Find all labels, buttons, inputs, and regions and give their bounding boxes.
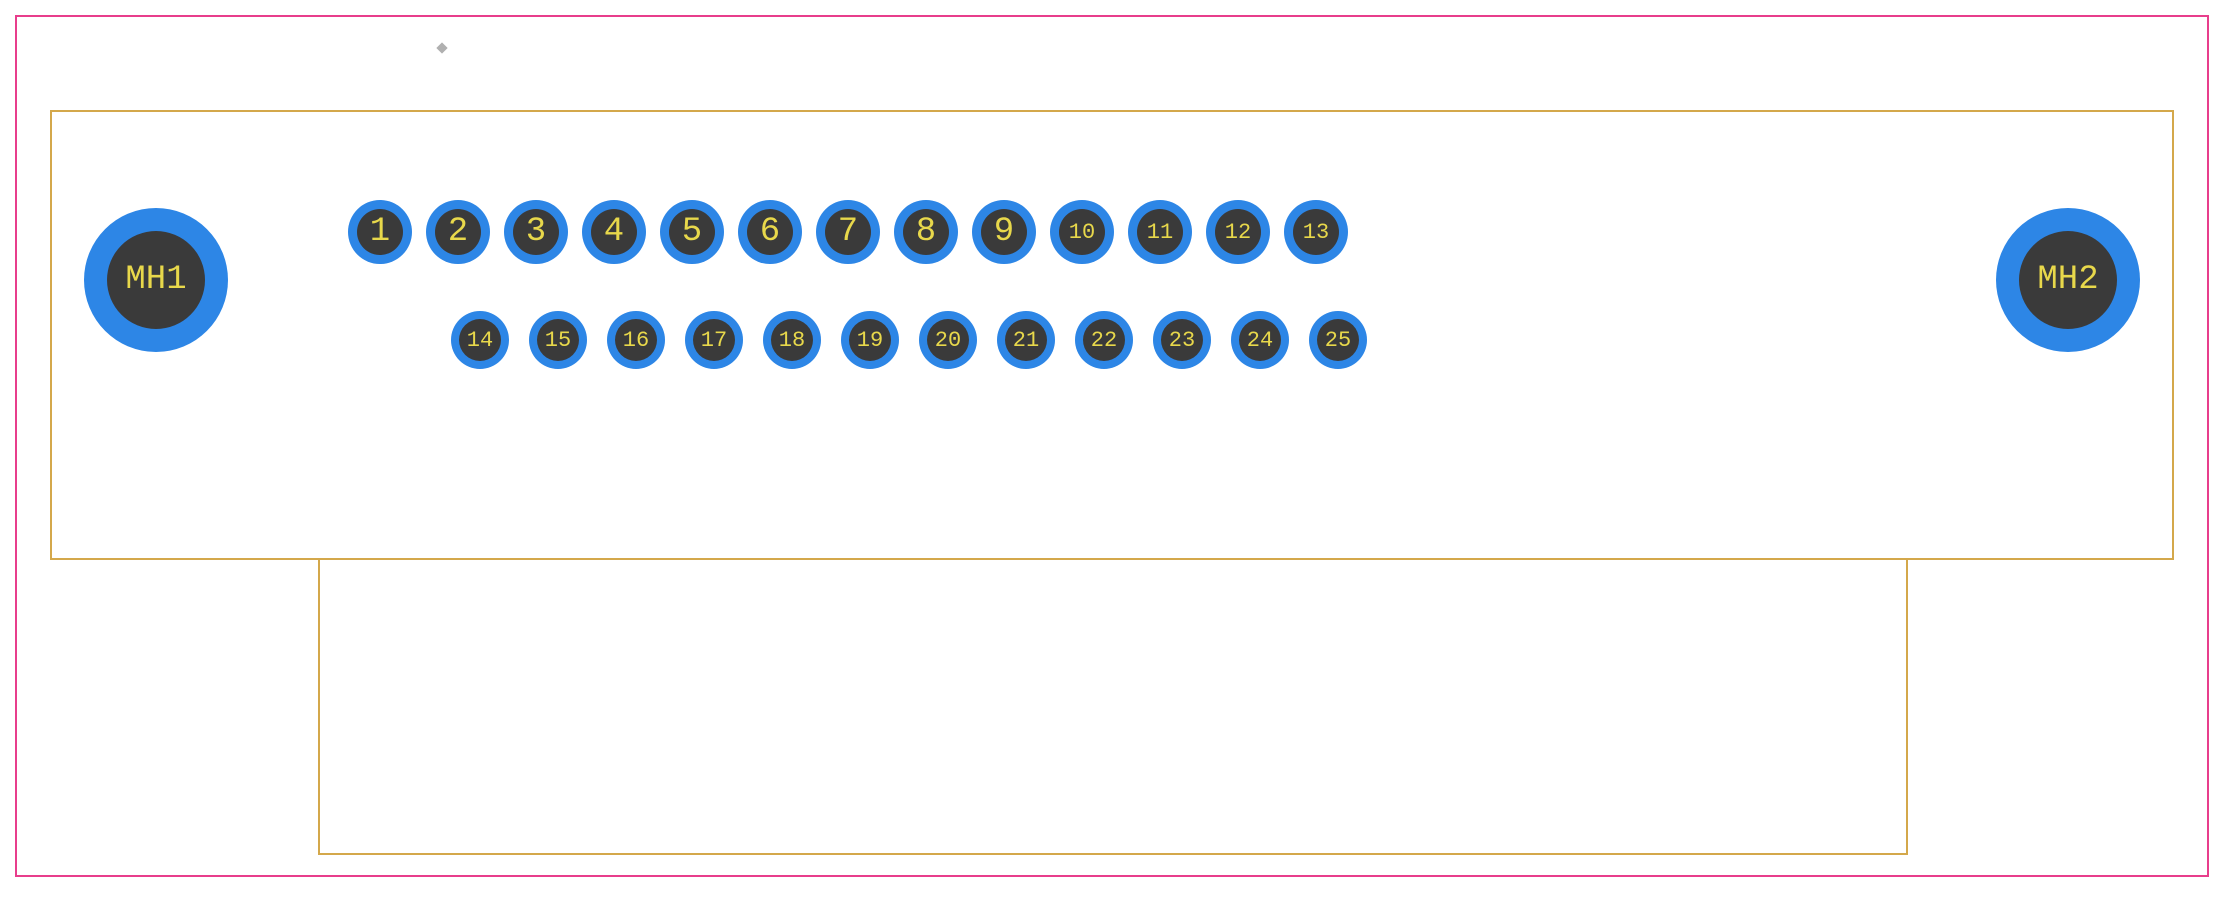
pin-1-hole: 1 (357, 209, 403, 255)
mounting-hole-mh1-hole: MH1 (107, 231, 205, 329)
pin-4-hole: 4 (591, 209, 637, 255)
pin-22-hole: 22 (1083, 319, 1125, 361)
pin-25: 25 (1309, 311, 1367, 369)
pin-16-label: 16 (623, 328, 649, 353)
pin-8-hole: 8 (903, 209, 949, 255)
pin-12-label: 12 (1225, 220, 1251, 245)
pin-5-label: 5 (682, 213, 702, 251)
pin-9-hole: 9 (981, 209, 1027, 255)
pin-16-hole: 16 (615, 319, 657, 361)
pin-17: 17 (685, 311, 743, 369)
pin-14: 14 (451, 311, 509, 369)
pin-5-hole: 5 (669, 209, 715, 255)
pin-17-label: 17 (701, 328, 727, 353)
pin-25-hole: 25 (1317, 319, 1359, 361)
pin-13-label: 13 (1303, 220, 1329, 245)
pin-2: 2 (426, 200, 490, 264)
pin-20: 20 (919, 311, 977, 369)
pin-5: 5 (660, 200, 724, 264)
pin-11-label: 11 (1147, 220, 1173, 245)
pin-4-label: 4 (604, 213, 624, 251)
pin-8: 8 (894, 200, 958, 264)
pin-2-label: 2 (448, 213, 468, 251)
pin-14-label: 14 (467, 328, 493, 353)
pin-3: 3 (504, 200, 568, 264)
pin-20-label: 20 (935, 328, 961, 353)
pin-16: 16 (607, 311, 665, 369)
pin-7-label: 7 (838, 213, 858, 251)
pin-3-label: 3 (526, 213, 546, 251)
pin-9-label: 9 (994, 213, 1014, 251)
pin-8-label: 8 (916, 213, 936, 251)
pin-19: 19 (841, 311, 899, 369)
pin-15: 15 (529, 311, 587, 369)
pin-3-hole: 3 (513, 209, 559, 255)
pin-1: 1 (348, 200, 412, 264)
pin-12: 12 (1206, 200, 1270, 264)
pin-23: 23 (1153, 311, 1211, 369)
pin-2-hole: 2 (435, 209, 481, 255)
mounting-hole-mh1-label: MH1 (125, 261, 186, 299)
pin-22-label: 22 (1091, 328, 1117, 353)
mounting-hole-mh2-label: MH2 (2037, 261, 2098, 299)
pin-22: 22 (1075, 311, 1133, 369)
pin-19-label: 19 (857, 328, 883, 353)
pin-7-hole: 7 (825, 209, 871, 255)
mounting-hole-mh2-hole: MH2 (2019, 231, 2117, 329)
pin-13: 13 (1284, 200, 1348, 264)
mounting-hole-mh2: MH2 (1996, 208, 2140, 352)
pin-15-hole: 15 (537, 319, 579, 361)
mounting-hole-mh1: MH1 (84, 208, 228, 352)
pin-10-label: 10 (1069, 220, 1095, 245)
pin-21-label: 21 (1013, 328, 1039, 353)
pin-18: 18 (763, 311, 821, 369)
pin-17-hole: 17 (693, 319, 735, 361)
pin-21-hole: 21 (1005, 319, 1047, 361)
pin-25-label: 25 (1325, 328, 1351, 353)
pin-14-hole: 14 (459, 319, 501, 361)
pin-18-label: 18 (779, 328, 805, 353)
pin-13-hole: 13 (1293, 209, 1339, 255)
pin-12-hole: 12 (1215, 209, 1261, 255)
pin-18-hole: 18 (771, 319, 813, 361)
pin-21: 21 (997, 311, 1055, 369)
pin-4: 4 (582, 200, 646, 264)
pin-15-label: 15 (545, 328, 571, 353)
pin-6: 6 (738, 200, 802, 264)
pin-6-label: 6 (760, 213, 780, 251)
pin-11-hole: 11 (1137, 209, 1183, 255)
pin-20-hole: 20 (927, 319, 969, 361)
pin-24-hole: 24 (1239, 319, 1281, 361)
component-bottom-tab (318, 560, 1908, 855)
pin-9: 9 (972, 200, 1036, 264)
pin-11: 11 (1128, 200, 1192, 264)
pin-6-hole: 6 (747, 209, 793, 255)
pin-24: 24 (1231, 311, 1289, 369)
pin-23-hole: 23 (1161, 319, 1203, 361)
pin-23-label: 23 (1169, 328, 1195, 353)
pin-24-label: 24 (1247, 328, 1273, 353)
pin-10-hole: 10 (1059, 209, 1105, 255)
pin-19-hole: 19 (849, 319, 891, 361)
pin-10: 10 (1050, 200, 1114, 264)
pin-7: 7 (816, 200, 880, 264)
pin-1-label: 1 (370, 213, 390, 251)
